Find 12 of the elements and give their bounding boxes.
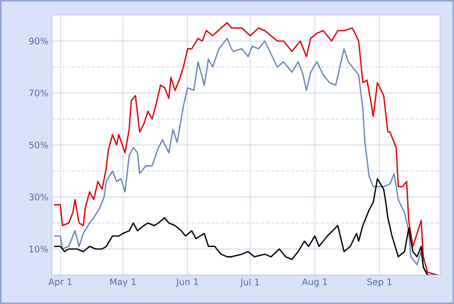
x-tick-label: Apr 1	[48, 278, 72, 287]
y-tick-label: 70%	[29, 90, 48, 96]
y-tick-label: 10%	[30, 246, 48, 252]
x-tick-label: May 1	[110, 278, 136, 287]
x-tick-label: Jul 1	[240, 278, 260, 288]
x-tick-label: Aug 1	[302, 278, 328, 287]
x-tick-label: Sep 1	[367, 278, 392, 288]
y-tick-label: 50%	[29, 142, 48, 148]
y-tick-label: 90%	[29, 38, 48, 44]
x-tick-label: Jun 1	[176, 278, 198, 287]
line-series	[53, 178, 428, 275]
y-tick-label: 30%	[29, 194, 48, 200]
